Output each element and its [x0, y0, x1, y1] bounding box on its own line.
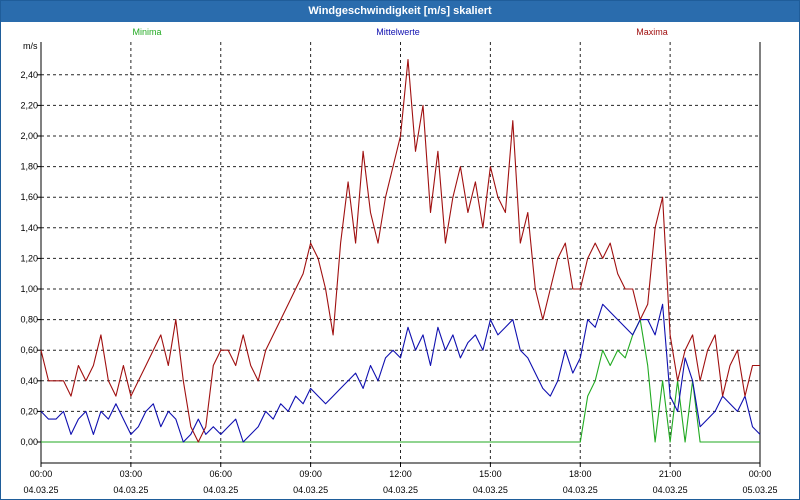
- y-tick-label: 0,40: [20, 376, 38, 386]
- x-tick-date: 04.03.25: [293, 485, 328, 495]
- y-tick-label: 1,20: [20, 253, 38, 263]
- x-tick-time: 03:00: [120, 469, 143, 479]
- x-tick-date: 04.03.25: [23, 485, 58, 495]
- series-line-minima: [41, 319, 760, 443]
- x-tick-time: 15:00: [479, 469, 502, 479]
- x-tick-time: 09:00: [299, 469, 322, 479]
- x-tick-date: 04.03.25: [653, 485, 688, 495]
- chart-title: Windgeschwindigkeit [m/s] skaliert: [1, 1, 799, 22]
- y-tick-label: 2,00: [20, 131, 38, 141]
- x-tick-time: 00:00: [30, 469, 53, 479]
- chart-svg: 0,00 0,20 0,40 0,60 0,80 1,00 1,20 1,40 1,60 1,80…: [20, 27, 777, 495]
- legend-maxima: Maxima: [636, 27, 668, 37]
- grid-lines: [41, 42, 760, 463]
- y-tick-label: 1,40: [20, 223, 38, 233]
- legend-minima: Minima: [132, 27, 161, 37]
- x-tick-time: 18:00: [569, 469, 592, 479]
- x-tick-date: 05.03.25: [742, 485, 777, 495]
- x-tick-time: 06:00: [209, 469, 232, 479]
- x-tick-time: 00:00: [749, 469, 772, 479]
- x-tick-date: 04.03.25: [563, 485, 598, 495]
- x-tick-date: 04.03.25: [203, 485, 238, 495]
- tick-labels: 0,00 0,20 0,40 0,60 0,80 1,00 1,20 1,40 1,60 1,80…: [20, 70, 777, 495]
- axes: [37, 42, 761, 467]
- y-tick-label: 1,80: [20, 162, 38, 172]
- y-tick-label: 0,20: [20, 406, 38, 416]
- y-tick-label: 0,60: [20, 345, 38, 355]
- x-tick-date: 04.03.25: [383, 485, 418, 495]
- x-tick-time: 21:00: [659, 469, 682, 479]
- y-tick-label: 2,20: [20, 100, 38, 110]
- x-tick-time: 12:00: [389, 469, 412, 479]
- y-tick-label: 0,80: [20, 315, 38, 325]
- x-tick-date: 04.03.25: [473, 485, 508, 495]
- legend-mittelwerte: Mittelwerte: [376, 27, 420, 37]
- y-tick-label: 1,60: [20, 192, 38, 202]
- y-tick-label: 2,40: [20, 70, 38, 80]
- y-axis-unit: m/s: [23, 41, 38, 51]
- series-line-maxima: [40, 58, 760, 443]
- x-tick-date: 04.03.25: [113, 485, 148, 495]
- y-tick-label: 0,00: [20, 437, 38, 447]
- y-tick-label: 1,00: [20, 284, 38, 294]
- series-layer: [40, 58, 761, 443]
